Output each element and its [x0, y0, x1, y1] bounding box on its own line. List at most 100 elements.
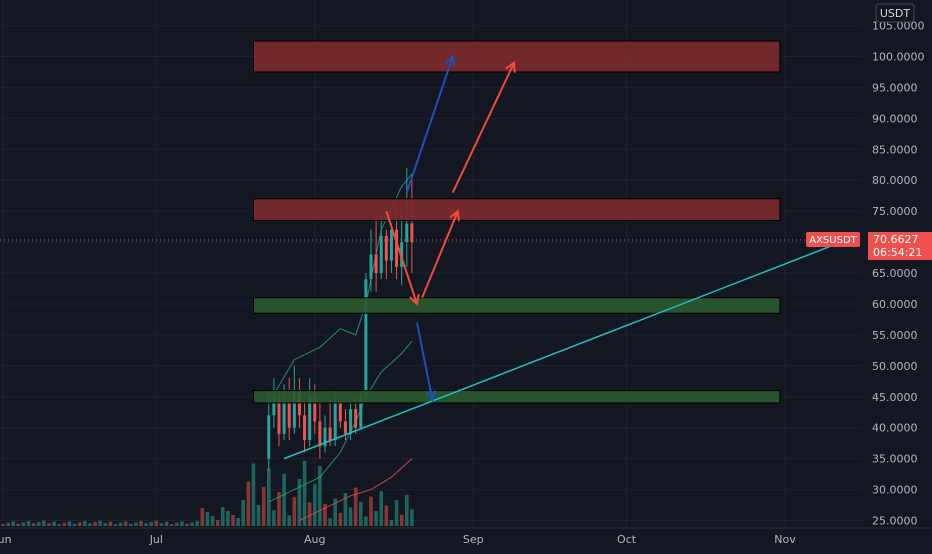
price-tick-label: 25.0000	[872, 515, 918, 528]
volume-bar	[343, 493, 348, 526]
price-tick-label: 65.0000	[872, 267, 918, 280]
candle-body	[359, 396, 363, 428]
volume-bar	[231, 515, 235, 526]
candle-body	[338, 402, 342, 422]
volume-bar	[312, 484, 317, 526]
time-tick-label: Nov	[774, 533, 796, 546]
time-tick-label: Sep	[463, 533, 484, 546]
volume-bar	[88, 523, 92, 526]
volume-bar	[16, 523, 21, 526]
volume-bar	[272, 510, 276, 526]
volume-bar	[174, 522, 179, 526]
volume-bar	[52, 521, 56, 526]
symbol-tag-text: AXSUSDT	[809, 235, 857, 246]
volume-bar	[266, 468, 271, 526]
currency-label[interactable]: USDT	[875, 3, 915, 23]
candle-body	[389, 229, 393, 261]
volume-bar	[277, 492, 281, 526]
candle-body	[308, 396, 312, 441]
time-tick-label: Oct	[617, 533, 637, 546]
red-arrow	[385, 210, 418, 305]
volume-bar	[287, 515, 292, 526]
blue-arrowhead	[444, 54, 456, 67]
candle-body	[349, 409, 353, 434]
time-tick-label: Jul	[149, 533, 163, 546]
symbol-tag: AXSUSDT	[806, 232, 860, 247]
time-axis-bg	[0, 528, 932, 550]
volume-bar	[21, 522, 26, 526]
volume-bar	[11, 521, 16, 526]
candle-body	[318, 421, 322, 447]
volume-bar	[169, 524, 174, 526]
volume-bar	[149, 522, 154, 526]
zones[interactable]	[252, 40, 781, 404]
candle-body	[287, 402, 291, 428]
candle-body	[282, 402, 286, 434]
red-arrowhead	[449, 209, 460, 222]
volume-bar	[236, 518, 240, 526]
price-tick-label: 60.0000	[872, 298, 918, 311]
volume-bar	[220, 507, 225, 526]
volume-bar	[67, 521, 72, 526]
volume-bar	[108, 521, 113, 526]
candle-body	[267, 415, 271, 459]
blue-arrowhead	[425, 390, 437, 402]
currency-text: USDT	[880, 7, 911, 20]
volume-bar	[42, 520, 46, 526]
volume-bar	[323, 503, 327, 526]
volume-bar	[307, 502, 312, 526]
candle-body	[384, 235, 388, 261]
volume-bar	[404, 494, 409, 526]
volume-bar	[103, 523, 108, 526]
volume-bar	[399, 514, 404, 526]
time-tick-label: Aug	[304, 533, 325, 546]
candle-body	[379, 235, 383, 274]
candle-body	[323, 427, 327, 447]
candle-body	[328, 427, 332, 441]
trendline	[283, 241, 842, 460]
volume-bar	[261, 486, 266, 526]
price-axis[interactable]: 105.0000 100.0000 95.0000 90.0000 85.0000 80.…	[862, 0, 932, 528]
volume-bar	[72, 523, 77, 526]
drawings[interactable]	[283, 54, 842, 460]
red-arrow	[451, 62, 516, 194]
candle-body	[405, 223, 409, 243]
price-tick-label: 80.0000	[872, 174, 918, 187]
volume-bar	[62, 522, 67, 526]
time-axis[interactable]: Jun Jul Aug Sep Oct Nov	[0, 527, 932, 550]
volume-bar	[123, 521, 128, 526]
candle-body	[343, 421, 347, 434]
candle-body	[303, 415, 307, 441]
volume-bar	[215, 520, 220, 526]
candle-body	[410, 223, 414, 243]
candle-body	[364, 279, 368, 397]
price-tag-box	[868, 232, 932, 260]
volume-bar	[353, 487, 358, 526]
blue-arrow	[405, 56, 454, 193]
volume-bar	[292, 497, 297, 526]
symbol-tag-box	[806, 232, 860, 247]
volume-bar	[374, 511, 378, 526]
volume-bar	[26, 521, 31, 526]
volume-bar	[333, 498, 338, 526]
volume-bar	[57, 524, 62, 526]
price-tick-label: 35.0000	[872, 453, 918, 466]
volume-bar	[246, 481, 251, 526]
volume-bar	[226, 511, 230, 526]
time-tick-label: Jun	[0, 533, 12, 546]
price-tag: 70.6627 06:54:21	[868, 232, 932, 260]
volume-bar	[394, 500, 399, 526]
volume-bar	[82, 521, 87, 526]
volume-bar	[128, 523, 133, 526]
support-zone	[252, 390, 781, 404]
volume-bar	[318, 466, 322, 526]
red-arrowhead	[409, 293, 420, 306]
price-tag-value: 70.6627	[873, 233, 919, 246]
volume-bar	[282, 473, 286, 526]
volume-bar	[31, 523, 36, 526]
volume-bar	[364, 516, 368, 526]
candle-body	[354, 409, 358, 428]
volume-bar	[180, 521, 184, 526]
